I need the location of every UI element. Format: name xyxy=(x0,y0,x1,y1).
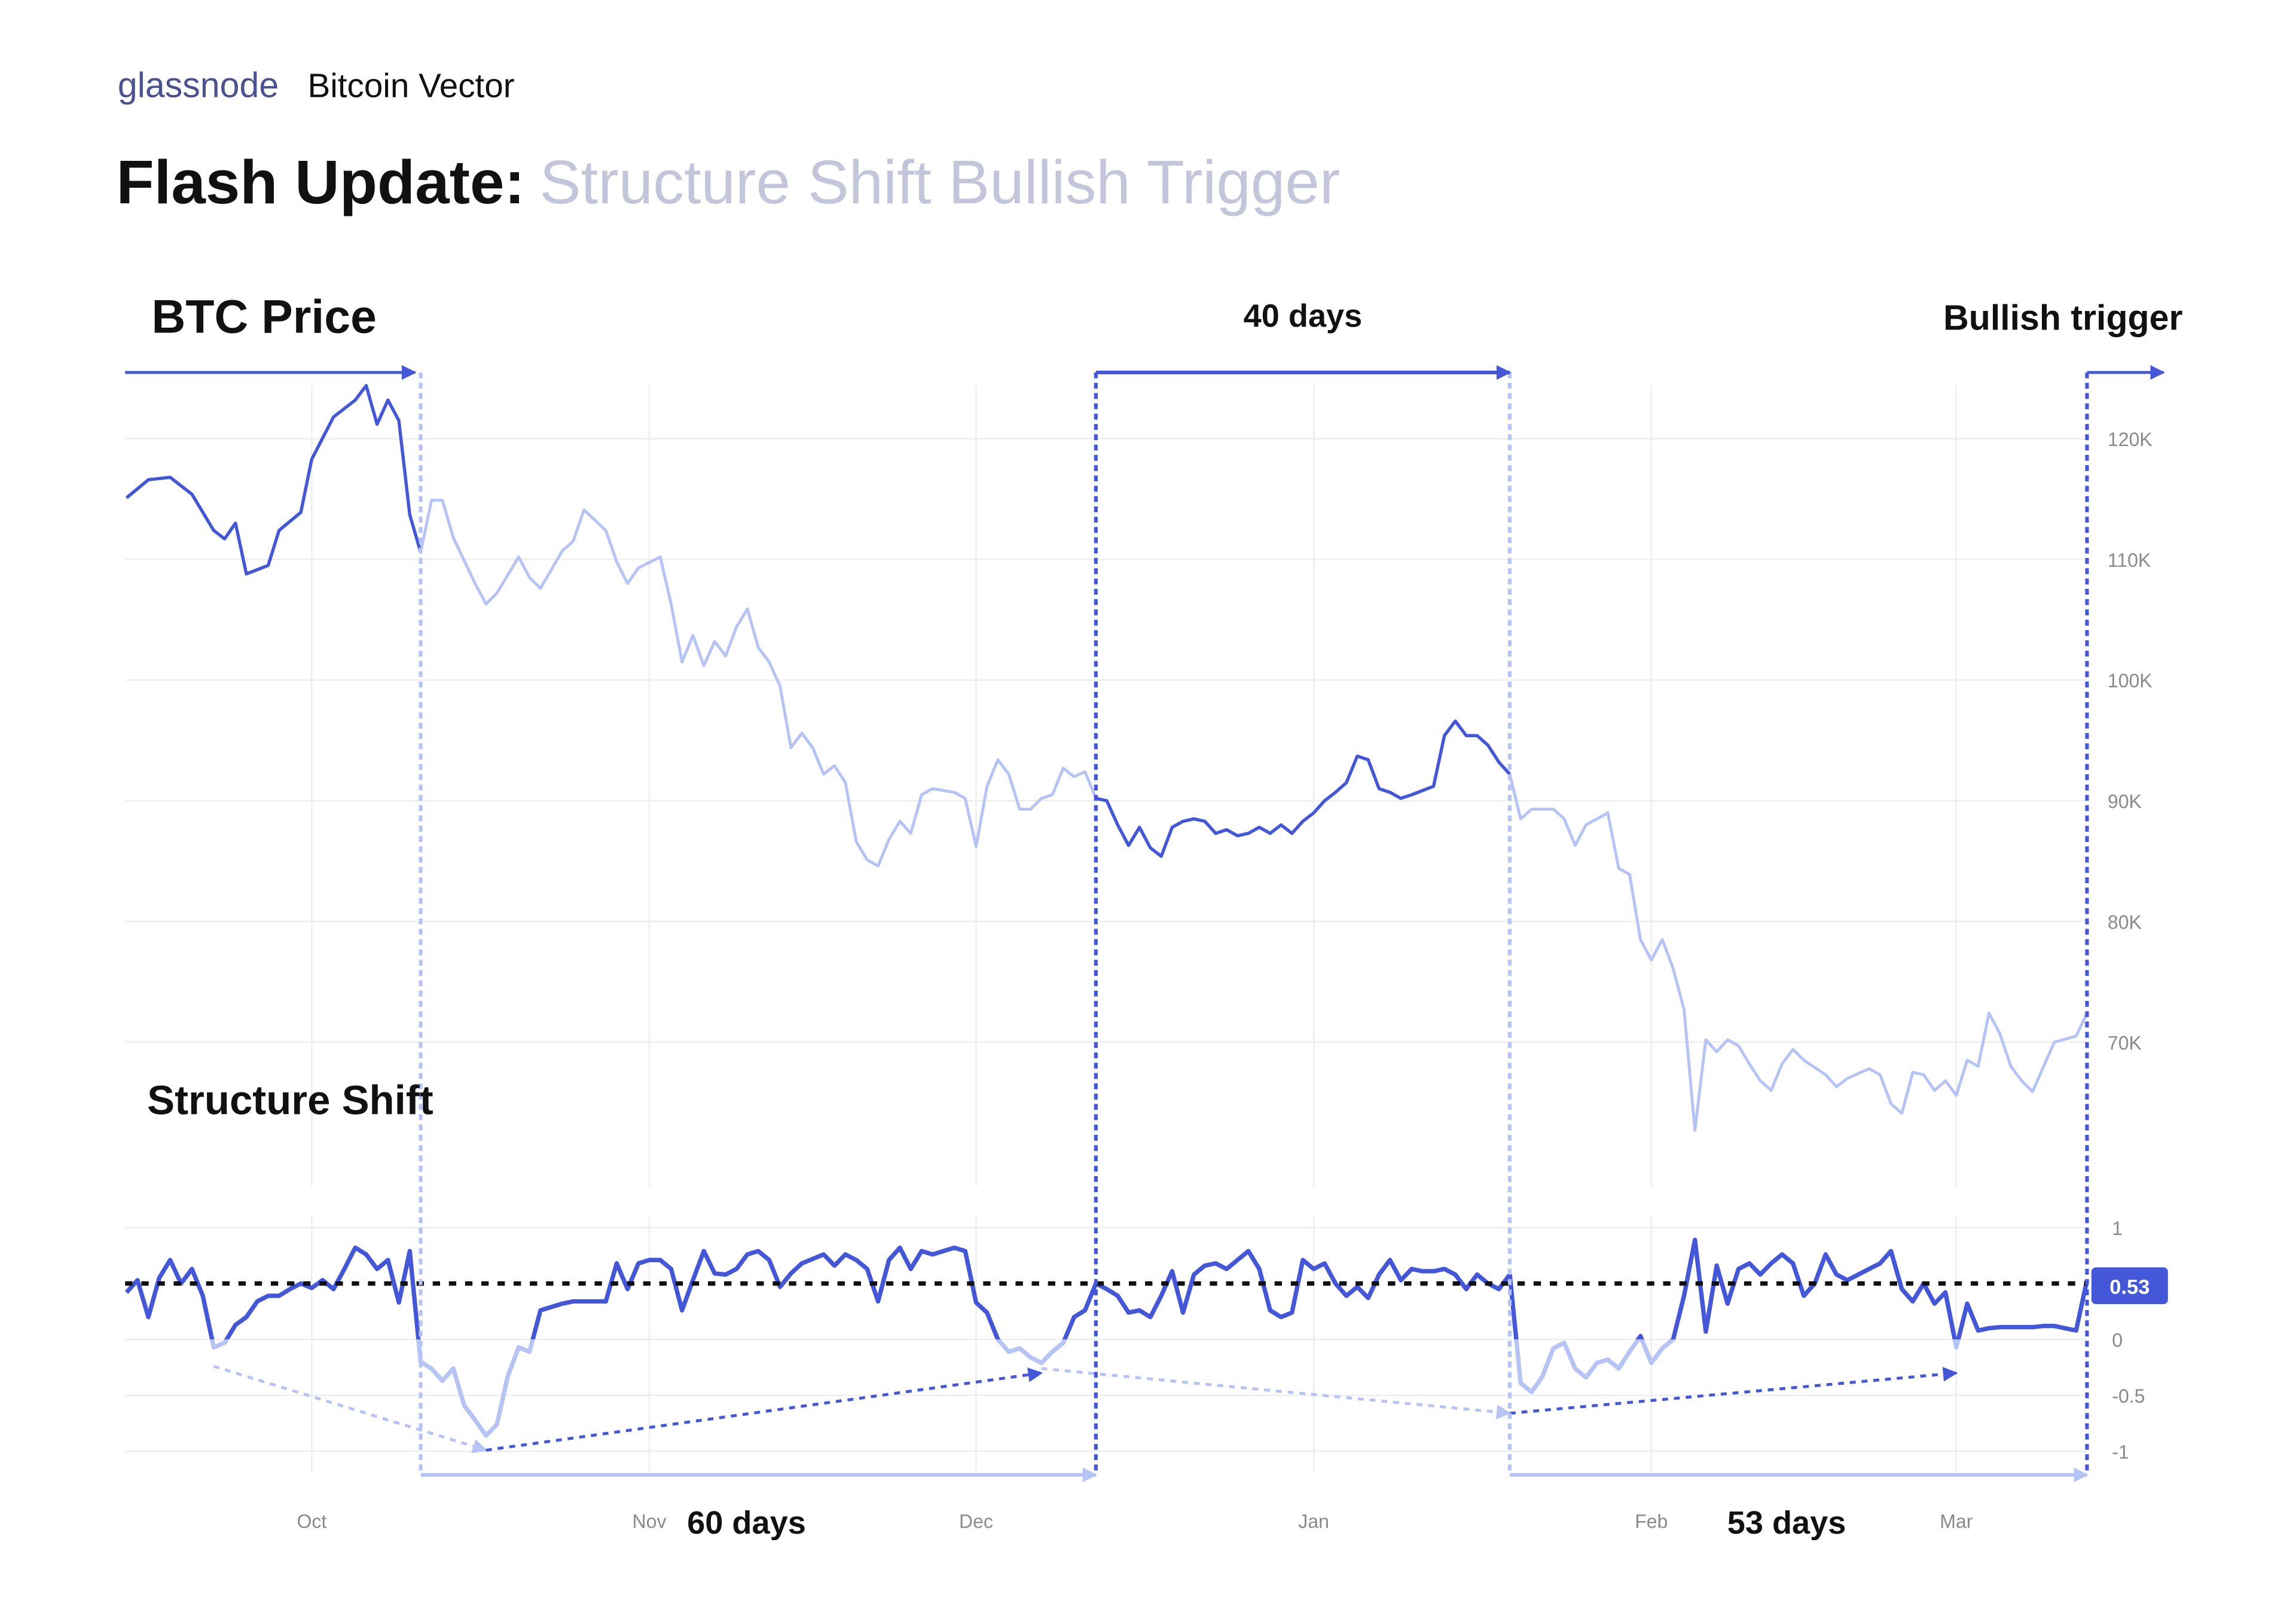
btc-price-highlight-line xyxy=(125,384,423,576)
price-tick-label: 120K xyxy=(2108,429,2152,450)
price-tick-label: 110K xyxy=(2108,549,2151,571)
structure-shift-line-below-zero xyxy=(209,1339,1961,1438)
x-tick-label-jan: Jan xyxy=(1298,1510,1329,1532)
x-tick-label-nov: Nov xyxy=(633,1510,667,1532)
structure-tick-label: -1 xyxy=(2112,1442,2129,1463)
title-strong: Flash Update: xyxy=(116,147,524,216)
period-label: 53 days xyxy=(1727,1505,1846,1541)
trend-arrow-dark xyxy=(1509,1367,1958,1415)
x-tick-label-oct: Oct xyxy=(297,1510,326,1532)
price-tick-label: 90K xyxy=(2108,791,2142,813)
brand-logo: glassnode xyxy=(118,66,279,105)
badge-background xyxy=(2091,1267,2168,1305)
period-label: 60 days xyxy=(687,1505,806,1541)
structure-tick-label: 1 xyxy=(2112,1217,2123,1239)
badge-value: 0.53 xyxy=(2109,1276,2150,1299)
page-title: Flash Update: Structure Shift Bullish Tri… xyxy=(116,147,1340,216)
x-tick-label-dec: Dec xyxy=(959,1510,993,1532)
title-light: Structure Shift Bullish Trigger xyxy=(540,147,1341,216)
structure-shift-label: Structure Shift xyxy=(147,1077,433,1123)
series-layer xyxy=(124,384,2090,1438)
trend-arrow-light xyxy=(1041,1367,1512,1419)
btc-price-highlight-line xyxy=(1095,719,1512,858)
structure-tick-label: 0 xyxy=(2112,1330,2123,1351)
product-name: Bitcoin Vector xyxy=(307,67,514,105)
tick-labels: Oct Nov Dec Jan Feb Mar 70K 80K 90K 100K 110K 120K 1… xyxy=(297,429,2152,1532)
structure-shift-line-above-zero xyxy=(124,1238,2090,1340)
structure-tick-label: -0.5 xyxy=(2112,1385,2145,1407)
trend-arrow-dark xyxy=(486,1367,1043,1452)
x-tick-label-mar: Mar xyxy=(1940,1510,1973,1532)
trend-arrow-light xyxy=(213,1364,488,1454)
gridlines xyxy=(125,386,2087,1472)
btc-price-label: BTC Price xyxy=(152,291,377,343)
price-tick-label: 80K xyxy=(2108,911,2142,933)
last-value-badge: 0.53 xyxy=(2091,1267,2168,1305)
price-tick-label: 100K xyxy=(2108,670,2152,692)
x-tick-label-feb: Feb xyxy=(1635,1510,1668,1532)
period-label: 40 days xyxy=(1244,298,1363,334)
bullish-trigger-label: Bullish trigger xyxy=(1943,298,2182,338)
price-tick-label: 70K xyxy=(2108,1032,2142,1054)
annotation-layer: 60 days 40 days 53 days xyxy=(125,298,2165,1541)
